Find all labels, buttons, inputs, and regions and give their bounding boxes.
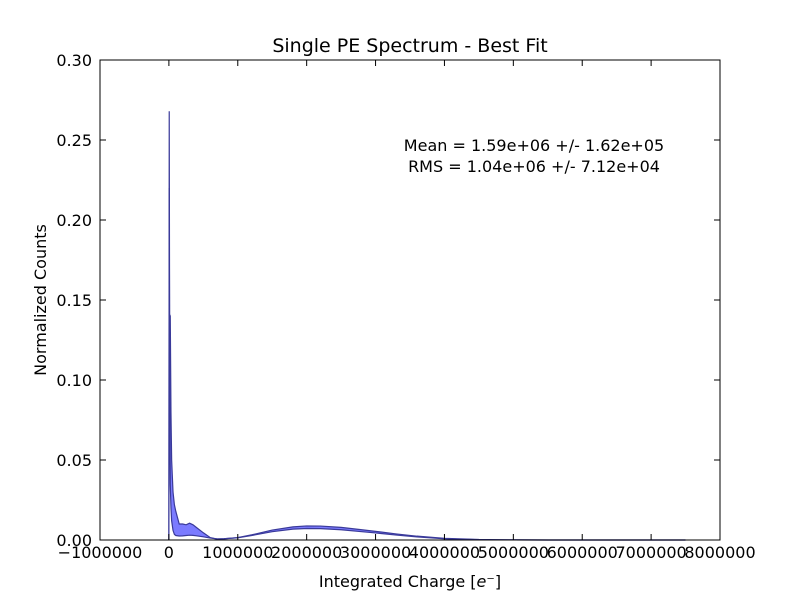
x-axis-label: Integrated Charge [e⁻]: [319, 572, 501, 591]
x-tick-label: 8000000: [684, 543, 755, 562]
y-tick-label: 0.00: [56, 531, 92, 550]
x-axis-label-text: Integrated Charge: [319, 572, 465, 591]
x-axis-unit-close: ]: [495, 572, 501, 591]
x-tick-label: −1000000: [58, 543, 143, 562]
y-tick-label: 0.30: [56, 51, 92, 70]
plot-area: −1000000 0 1000000200000030000004000000500…: [56, 51, 755, 562]
x-tick-label: 7000000: [615, 543, 686, 562]
rms-annotation: RMS = 1.04e+06 +/- 7.12e+04: [408, 157, 660, 176]
y-tick-label: 0.20: [56, 211, 92, 230]
x-tick-label: 5000000: [478, 543, 549, 562]
x-tick-label: 4000000: [409, 543, 480, 562]
y-tick-label: 0.25: [56, 131, 92, 150]
x-axis-unit-open: [: [465, 572, 476, 591]
y-tick-label: 0.15: [56, 291, 92, 310]
x-axis-label-group: Integrated Charge [e⁻]: [319, 572, 501, 591]
x-tick-label: 0: [164, 543, 174, 562]
x-tick-label: 1000000: [202, 543, 273, 562]
y-tick-label: 0.05: [56, 451, 92, 470]
x-tick-label: 2000000: [271, 543, 342, 562]
chart-title: Single PE Spectrum - Best Fit: [272, 35, 547, 57]
y-axis-label: Normalized Counts: [31, 224, 50, 376]
x-tick-label: 3000000: [340, 543, 411, 562]
annotations: Mean = 1.59e+06 +/- 1.62e+05 RMS = 1.04e…: [404, 136, 664, 176]
mean-annotation: Mean = 1.59e+06 +/- 1.62e+05: [404, 136, 664, 155]
x-axis-unit: e⁻: [477, 572, 495, 591]
x-tick-label: 6000000: [547, 543, 618, 562]
y-tick-label: 0.10: [56, 371, 92, 390]
